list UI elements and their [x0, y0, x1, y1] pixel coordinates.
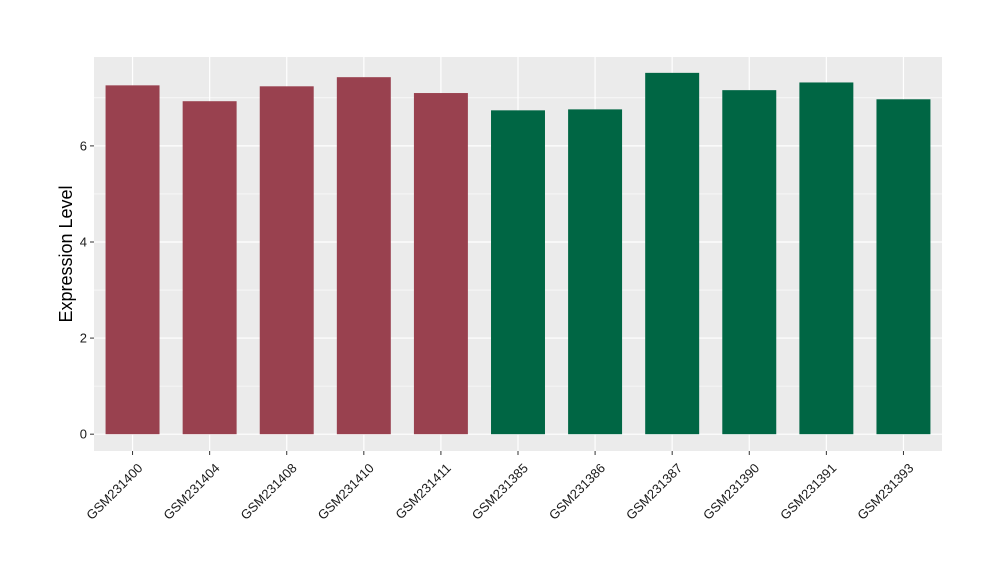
bar-gsm231410: [336, 77, 391, 435]
bar-gsm231404: [182, 101, 237, 435]
x-tick-label: GSM231408: [238, 460, 300, 522]
y-tick-label: 4: [80, 234, 87, 249]
x-tick-label: GSM231387: [623, 460, 685, 522]
bar-gsm231390: [722, 90, 777, 435]
bar-gsm231387: [645, 72, 700, 435]
x-tick-label: GSM231404: [160, 460, 222, 522]
y-axis-title: Expression Level: [56, 185, 76, 322]
bar-gsm231393: [876, 99, 931, 435]
x-tick-label: GSM231400: [83, 460, 145, 522]
x-tick-label: GSM231410: [315, 460, 377, 522]
y-tick-label: 2: [80, 331, 87, 346]
bar-gsm231391: [799, 82, 854, 435]
bar-gsm231385: [491, 110, 545, 435]
x-axis: GSM231400 GSM231404 GSM231408 GSM231410 GSM2…: [83, 451, 916, 523]
y-axis: 0 2 4 6: [80, 138, 94, 442]
x-tick-label: GSM231390: [700, 460, 762, 522]
bar-gsm231386: [568, 109, 623, 435]
bar-gsm231411: [413, 93, 468, 435]
x-tick-label: GSM231411: [392, 460, 454, 522]
x-tick-label: GSM231391: [777, 460, 839, 522]
bar-gsm231408: [259, 86, 314, 435]
bars: [105, 72, 931, 435]
bar-gsm231400: [105, 85, 160, 435]
x-tick-label: GSM231385: [469, 460, 531, 522]
y-tick-label: 6: [80, 138, 87, 153]
x-tick-label: GSM231386: [546, 460, 608, 522]
x-tick-label: GSM231393: [854, 460, 916, 522]
y-tick-label: 0: [80, 427, 87, 442]
